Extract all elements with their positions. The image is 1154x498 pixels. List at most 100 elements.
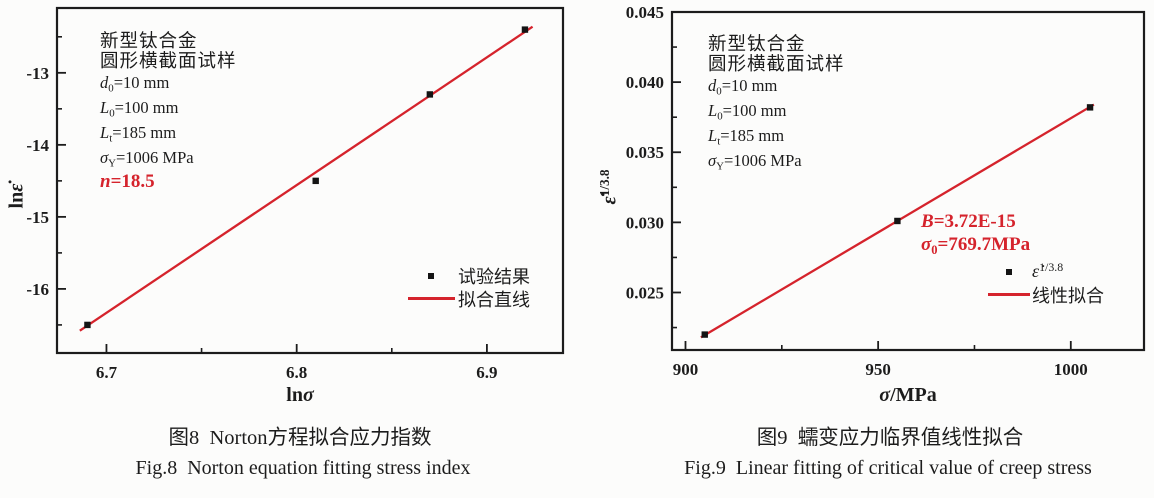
fig9-legend: ε̇1/3.8 线性拟合 xyxy=(986,260,1104,306)
annotation-line: d0=10 mm xyxy=(100,70,237,95)
text-segment: σ xyxy=(879,384,891,406)
text-segment: =1006 MPa xyxy=(724,151,802,170)
text-segment: σ xyxy=(302,384,314,406)
text-segment: 0 xyxy=(717,110,723,123)
fig8-specimen-annotation: 新型钛合金 圆形横截面试样 d0=10 mm L0=100 mm Lt=185 mm σY… xyxy=(100,31,237,193)
text-segment: /MPa xyxy=(890,384,937,406)
annotation-line: 圆形横截面试样 xyxy=(100,49,237,71)
fig9-fit-result-annotation: B=3.72E-15 σ0=769.7MPa xyxy=(921,210,1030,256)
text-segment: =185 mm xyxy=(112,123,177,142)
text-segment: 线性拟合 xyxy=(1032,285,1104,306)
fig8-plot: 6.7 6.8 6.9 -13 -14 -15 -16 xyxy=(26,6,565,382)
fig9-y-axis-label: ε̇1/3.8 xyxy=(596,169,622,205)
y-tick-label: 0.035 xyxy=(626,143,664,162)
text-segment: 圆形横截面试样 xyxy=(100,49,237,71)
text-segment: =100 mm xyxy=(114,98,179,117)
text-segment: =10 mm xyxy=(113,73,170,92)
fig8-x-axis-label: lnσ xyxy=(286,384,313,407)
annotation-line: 圆形横截面试样 xyxy=(708,52,845,74)
charts-canvas: 6.7 6.8 6.9 -13 -14 -15 -16 900 950 1000 0.045 0.04… xyxy=(26,3,1146,382)
data-point-marker xyxy=(521,26,529,33)
text-segment: 拟合直线 xyxy=(458,289,530,310)
annotation-line: σY=1006 MPa xyxy=(100,145,237,170)
legend-marker-cell xyxy=(986,268,1032,275)
y-tick-label: 0.040 xyxy=(626,73,664,92)
fig8-legend: 试验结果 拟合直线 xyxy=(404,264,530,310)
legend-line-marker-icon xyxy=(988,293,1030,296)
legend-square-marker-icon xyxy=(428,272,434,279)
y-tick-label: -15 xyxy=(26,208,49,227)
fit-line xyxy=(79,25,534,332)
text-segment: =100 mm xyxy=(722,101,787,120)
y-tick-label: 0.030 xyxy=(626,213,664,232)
annotation-line: σY=1006 MPa xyxy=(708,148,845,173)
text-segment: 新型钛合金 xyxy=(708,33,806,54)
text-segment: 0 xyxy=(931,242,938,257)
legend-item: 拟合直线 xyxy=(404,287,530,310)
text-segment: t xyxy=(109,132,113,145)
fig8-caption-zh: 图8 Norton方程拟合应力指数 xyxy=(168,427,432,449)
fig8-y-axis-label: lnε̇ xyxy=(6,184,29,209)
y-tick-label: -14 xyxy=(26,136,49,155)
text-segment: 1/3.8 xyxy=(1039,260,1064,275)
data-point-marker xyxy=(1086,104,1094,111)
text-segment: L xyxy=(100,123,110,142)
data-point-marker xyxy=(426,91,434,98)
legend-marker-cell xyxy=(404,297,458,300)
legend-label: 线性拟合 xyxy=(1032,282,1104,308)
legend-marker-cell xyxy=(404,272,458,279)
legend-marker-cell xyxy=(986,293,1032,296)
annotation-line: Lt=185 mm xyxy=(708,123,845,148)
y-tick-label: 0.025 xyxy=(626,283,664,302)
annotation-line: Lt=185 mm xyxy=(100,120,237,145)
fig9-caption-en: Fig.9 Linear fitting of critical value o… xyxy=(684,457,1092,479)
text-segment: =769.7MPa xyxy=(937,234,1031,255)
fig9-specimen-annotation: 新型钛合金 圆形横截面试样 d0=10 mm L0=100 mm Lt=185 mm σY… xyxy=(708,34,845,173)
legend-label: ε̇1/3.8 xyxy=(1032,261,1063,282)
legend-line-marker-icon xyxy=(407,297,455,300)
text-segment: 0 xyxy=(716,85,722,98)
data-point-marker xyxy=(894,217,901,225)
text-segment: =1006 MPa xyxy=(116,148,194,167)
text-segment: 圆形横截面试样 xyxy=(708,52,845,74)
text-segment: ε̇ xyxy=(598,196,621,205)
x-tick-label: 950 xyxy=(865,360,891,379)
annotation-line: d0=10 mm xyxy=(708,73,845,98)
text-segment: d xyxy=(100,73,109,92)
text-segment: B xyxy=(921,211,934,232)
x-tick-label: 6.7 xyxy=(96,363,118,382)
text-segment: 0 xyxy=(108,82,114,95)
text-segment: σ xyxy=(708,151,717,170)
text-segment: d xyxy=(708,76,717,95)
annotation-line: L0=100 mm xyxy=(708,98,845,123)
legend-item: 试验结果 xyxy=(404,264,530,287)
legend-label: 试验结果 xyxy=(458,263,530,289)
text-segment: L xyxy=(708,126,718,145)
text-segment: L xyxy=(708,101,718,120)
text-segment: σ xyxy=(921,234,932,255)
legend-item: ε̇1/3.8 xyxy=(986,260,1104,283)
data-point-marker xyxy=(312,177,319,185)
data-point-marker xyxy=(701,331,708,338)
annotation-line: 新型钛合金 xyxy=(708,34,845,54)
text-segment: ln xyxy=(286,384,303,406)
annotation-line: L0=100 mm xyxy=(100,95,237,120)
legend-label: 拟合直线 xyxy=(458,286,530,312)
fit-parameter-text: σ0=769.7MPa xyxy=(921,233,1030,256)
text-segment: ε̇ xyxy=(1032,261,1040,281)
text-segment: n xyxy=(100,171,111,192)
text-segment: =18.5 xyxy=(110,171,155,192)
text-segment: σ xyxy=(100,148,109,167)
y-tick-label: 0.045 xyxy=(626,3,664,22)
text-segment: =3.72E-15 xyxy=(933,211,1016,232)
text-segment: =185 mm xyxy=(720,126,785,145)
text-segment: Y xyxy=(108,157,116,170)
text-segment: 1/3.8 xyxy=(596,169,612,197)
fit-parameter-text: B=3.72E-15 xyxy=(921,210,1030,233)
legend-square-marker-icon xyxy=(1006,268,1012,275)
fig9-plot: 900 950 1000 0.045 0.040 0.035 0.030 0.025 xyxy=(626,3,1146,379)
data-point-marker xyxy=(84,321,91,329)
fit-parameter-text: n=18.5 xyxy=(100,170,237,193)
legend-item: 线性拟合 xyxy=(986,283,1104,306)
